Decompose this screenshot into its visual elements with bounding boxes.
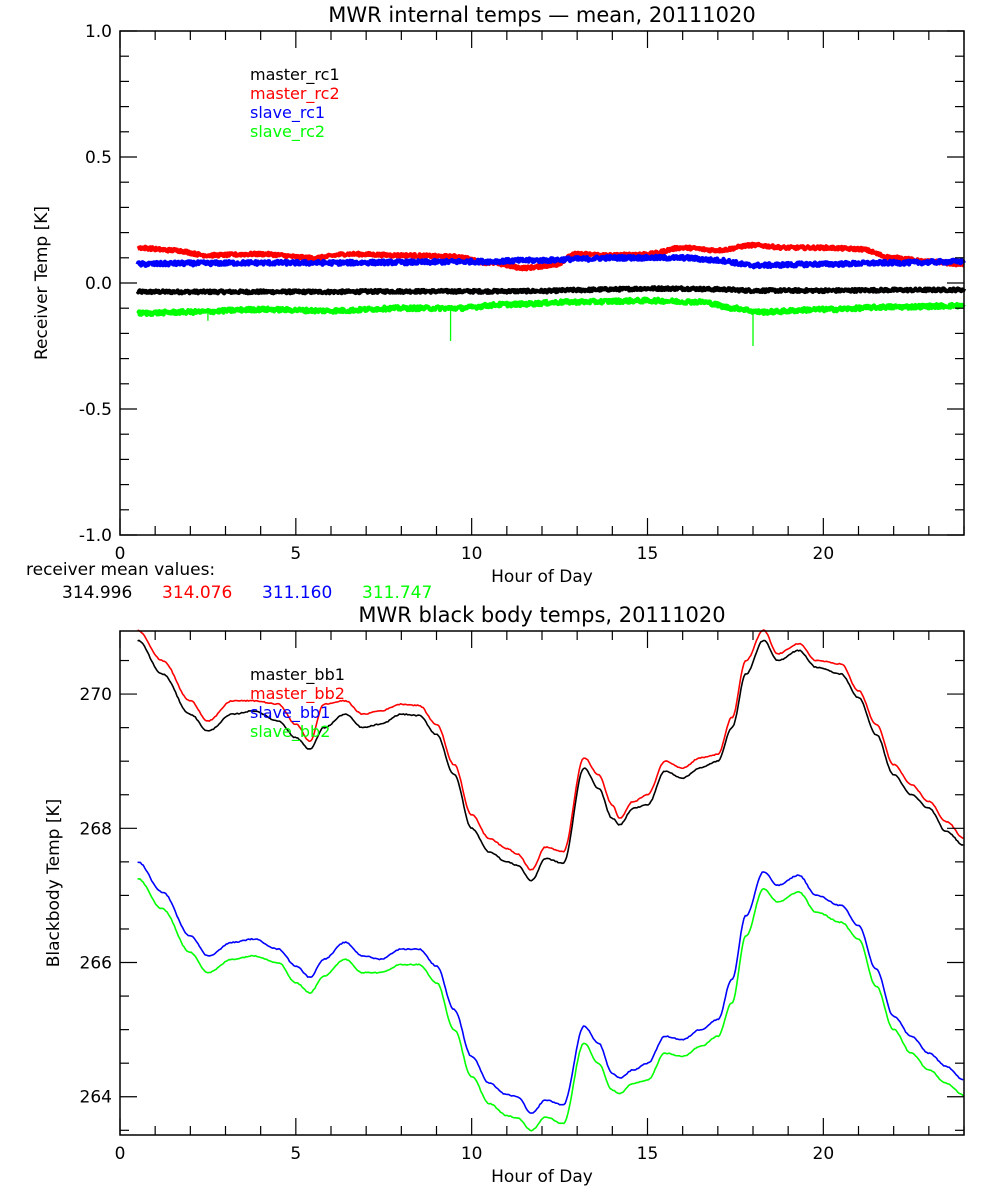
ticks-group: 0 5 10 15 20 264 266 268 270: [80, 631, 965, 1164]
mean-value: 314.996: [62, 583, 132, 603]
x-tick-label: 0: [115, 1144, 126, 1164]
legend-entry: slave_rc2: [250, 122, 325, 142]
blackbody-temp-chart: MWR black body temps, 20111020 0 5 10 15 20 2…: [44, 603, 965, 1187]
chart-title: MWR internal temps — mean, 20111020: [328, 3, 755, 27]
receiver-mean-values: receiver mean values: 314.996 314.076 31…: [26, 560, 432, 603]
series-line-master_bb1: [137, 639, 964, 882]
mean-value: 314.076: [162, 583, 232, 603]
x-tick-label: 0: [115, 544, 126, 564]
series-group: [135, 241, 966, 346]
legend: master_bb1 master_bb2 slave_bb1 slave_bb…: [250, 665, 345, 742]
y-axis-label: Receiver Temp [K]: [32, 206, 52, 360]
y-tick-label: 266: [80, 954, 112, 974]
x-axis-label: Hour of Day: [491, 1167, 593, 1187]
legend-entry: slave_bb2: [250, 722, 330, 742]
mean-value: 311.747: [362, 583, 432, 603]
x-tick-label: 20: [813, 544, 835, 564]
receiver-temp-chart: MWR internal temps — mean, 20111020 0 5 10…: [32, 3, 966, 587]
mean-values-label: receiver mean values:: [26, 560, 215, 580]
y-tick-label: 270: [80, 685, 112, 705]
y-tick-label: 0.0: [85, 274, 112, 294]
y-tick-label: 0.5: [85, 148, 112, 168]
x-tick-label: 5: [290, 544, 301, 564]
series-group: [137, 629, 964, 1132]
y-tick-label: -1.0: [79, 526, 112, 546]
mean-value: 311.160: [262, 583, 332, 603]
plot-frame: [119, 30, 965, 536]
x-tick-label: 15: [637, 544, 659, 564]
series-line-master_rc1: [135, 285, 966, 296]
x-tick-label: 10: [461, 1144, 483, 1164]
chart-title: MWR black body temps, 20111020: [358, 603, 725, 627]
y-tick-label: -0.5: [79, 400, 112, 420]
series-line-slave_bb1: [137, 861, 964, 1114]
x-tick-label: 10: [461, 544, 483, 564]
series-line-master_bb2: [137, 629, 964, 871]
x-axis-label: Hour of Day: [491, 567, 593, 587]
y-axis-label: Blackbody Temp [K]: [44, 799, 64, 968]
plot-frame: [119, 630, 965, 1136]
x-tick-label: 5: [290, 1144, 301, 1164]
series-line-master_rc2: [136, 241, 966, 272]
ticks-group: 0 5 10 15 20 -1.0 -0.5 0.0 0.5 1.0: [79, 22, 965, 564]
y-tick-label: 264: [80, 1088, 112, 1108]
legend-entry: master_rc2: [250, 84, 340, 104]
x-tick-label: 15: [637, 1144, 659, 1164]
series-line-slave_rc2: [136, 296, 966, 318]
series-line-slave_rc1: [135, 253, 966, 270]
legend-entry: slave_bb1: [250, 703, 330, 723]
y-tick-label: 268: [80, 819, 112, 839]
legend-entry: master_bb2: [250, 684, 345, 704]
series-line-slave_bb2: [137, 877, 964, 1132]
legend: master_rc1 master_rc2 slave_rc1 slave_rc…: [250, 65, 340, 142]
x-tick-label: 20: [813, 1144, 835, 1164]
legend-entry: master_bb1: [250, 665, 345, 685]
y-tick-label: 1.0: [85, 22, 112, 42]
legend-entry: master_rc1: [250, 65, 340, 85]
legend-entry: slave_rc1: [250, 103, 325, 123]
